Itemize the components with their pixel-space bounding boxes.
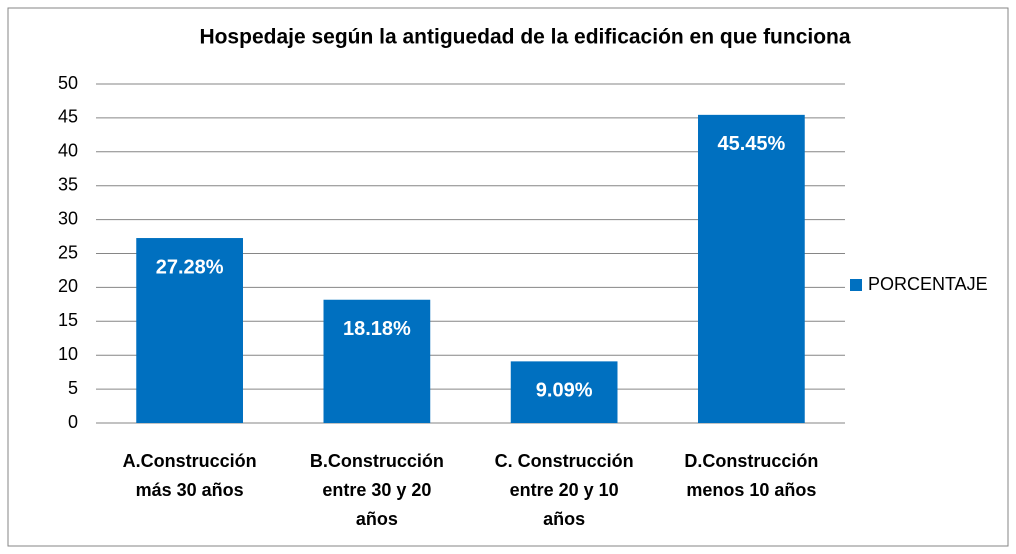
y-tick-label: 30 <box>58 208 78 228</box>
y-tick-label: 45 <box>58 107 78 127</box>
x-tick-label: años <box>356 509 398 529</box>
chart-title: Hospedaje según la antiguedad de la edif… <box>199 26 850 49</box>
x-tick-label: más 30 años <box>136 480 244 500</box>
bar <box>323 299 431 423</box>
bar <box>698 114 805 423</box>
y-tick-label: 40 <box>58 141 78 161</box>
y-tick-label: 15 <box>58 310 78 330</box>
data-label: 9.09% <box>536 380 593 402</box>
bar <box>510 361 618 423</box>
x-tick-label: menos 10 años <box>686 480 816 500</box>
x-tick-label: A.Construcción <box>123 451 257 471</box>
x-tick-label: entre 20 y 10 <box>510 480 619 500</box>
data-label: 27.28% <box>156 256 224 278</box>
y-tick-label: 35 <box>58 174 78 194</box>
y-tick-label: 0 <box>68 412 78 432</box>
data-label: 18.18% <box>343 318 411 340</box>
x-tick-label: D.Construcción <box>684 451 818 471</box>
x-tick-label: B.Construcción <box>310 451 444 471</box>
legend-swatch <box>850 279 862 291</box>
x-tick-label: años <box>543 509 585 529</box>
y-tick-label: 50 <box>58 73 78 93</box>
x-tick-label: C. Construcción <box>495 451 634 471</box>
data-label: 45.45% <box>717 133 785 155</box>
y-tick-label: 20 <box>58 276 78 296</box>
y-tick-label: 25 <box>58 242 78 262</box>
y-tick-label: 10 <box>58 344 78 364</box>
bar <box>136 238 243 423</box>
x-tick-label: entre 30 y 20 <box>322 480 431 500</box>
legend-label: PORCENTAJE <box>868 274 988 294</box>
y-tick-label: 5 <box>68 378 78 398</box>
